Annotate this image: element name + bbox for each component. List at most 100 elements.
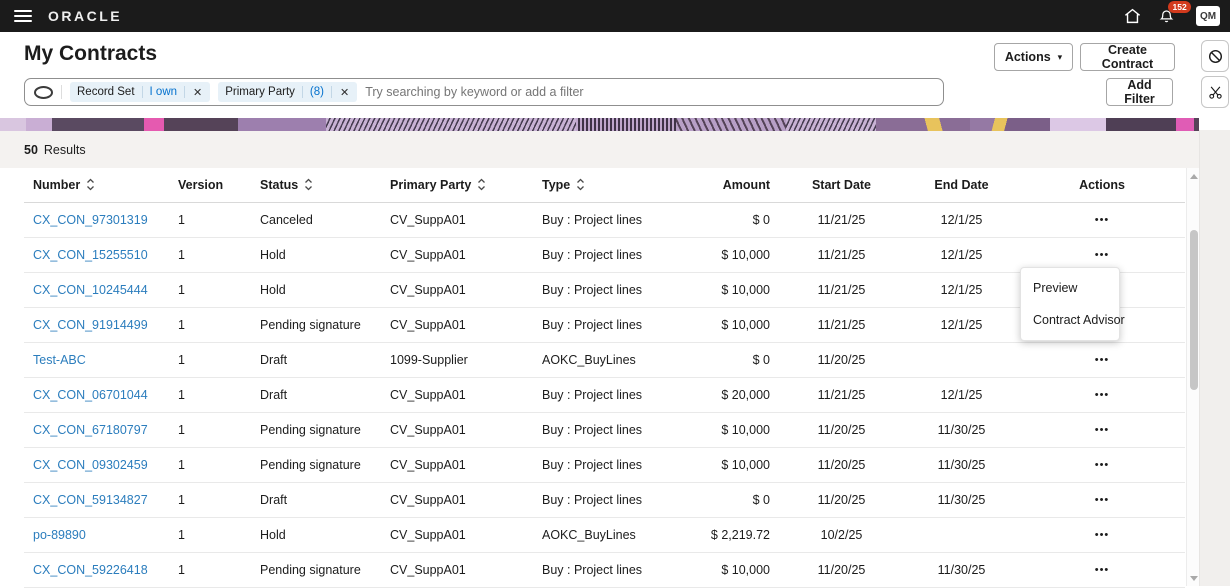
cell-end-date: 11/30/25 xyxy=(937,458,986,472)
menu-item-preview[interactable]: Preview xyxy=(1033,281,1078,295)
cell-start-date: 11/20/25 xyxy=(817,458,866,472)
row-actions-icon[interactable]: ••• xyxy=(1091,247,1114,263)
contract-number-link[interactable]: CX_CON_15255510 xyxy=(33,248,148,262)
column-header-number[interactable]: Number xyxy=(24,168,169,203)
cell-actions: ••• xyxy=(1019,448,1185,483)
column-header-status[interactable]: Status xyxy=(251,168,381,203)
cell-start-date: 11/20/25 xyxy=(817,563,866,577)
contract-number-link[interactable]: CX_CON_59134827 xyxy=(33,493,148,507)
table-row: CX_CON_97301319 1 Canceled CV_SuppA01 Buy : … xyxy=(24,203,1185,238)
divider xyxy=(61,85,62,99)
cell-actions: ••• xyxy=(1019,343,1185,378)
cell-end-date: 11/30/25 xyxy=(937,423,986,437)
cell-version: 1 xyxy=(178,563,185,577)
cell-end-date: 12/1/25 xyxy=(940,248,983,262)
menu-item-contract-advisor[interactable]: Contract Advisor xyxy=(1033,313,1125,327)
home-icon[interactable] xyxy=(1124,8,1141,24)
cell-end-date: 12/1/25 xyxy=(940,213,983,227)
cell-end-date: 12/1/25 xyxy=(940,283,983,297)
add-filter-button[interactable]: Add Filter xyxy=(1106,78,1173,106)
cell-type: Buy : Project lines xyxy=(542,283,643,297)
cell-status: Draft xyxy=(260,353,288,367)
row-actions-icon[interactable]: ••• xyxy=(1091,352,1114,368)
contract-number-link[interactable]: CX_CON_09302459 xyxy=(33,458,148,472)
scroll-up-icon[interactable] xyxy=(1190,174,1198,179)
cell-amount: $ 20,000 xyxy=(721,388,770,402)
remove-filter-icon[interactable]: ✕ xyxy=(193,86,203,99)
cell-amount: $ 10,000 xyxy=(721,423,770,437)
cell-type: AOKC_BuyLines xyxy=(542,353,636,367)
contract-number-link[interactable]: CX_CON_59226418 xyxy=(33,563,148,577)
results-count: 50 xyxy=(24,142,38,157)
results-band: 50 Results xyxy=(0,131,1199,168)
scroll-down-icon[interactable] xyxy=(1190,576,1198,581)
cell-amount: $ 0 xyxy=(752,353,770,367)
contract-number-link[interactable]: Test-ABC xyxy=(33,353,86,367)
contract-number-link[interactable]: CX_CON_97301319 xyxy=(33,213,148,227)
column-header-primary-party[interactable]: Primary Party xyxy=(381,168,533,203)
cell-type: Buy : Project lines xyxy=(542,388,643,402)
notifications-button[interactable]: 152 xyxy=(1159,1,1192,24)
oracle-logo: ORACLE xyxy=(48,8,123,24)
filter-chip-record-set[interactable]: Record Set I own ✕ xyxy=(70,82,211,102)
table-row: CX_CON_67180797 1 Pending signature CV_Supp… xyxy=(24,413,1185,448)
table-scrollbar[interactable] xyxy=(1186,168,1199,586)
row-actions-icon[interactable]: ••• xyxy=(1091,422,1114,438)
chip-label: Primary Party xyxy=(225,86,295,98)
row-actions-icon[interactable]: ••• xyxy=(1091,387,1114,403)
cell-version: 1 xyxy=(178,528,185,542)
contract-number-link[interactable]: CX_CON_06701044 xyxy=(33,388,148,402)
block-icon[interactable] xyxy=(1201,40,1229,72)
cell-primary-party: CV_SuppA01 xyxy=(390,388,466,402)
contract-number-link[interactable]: CX_CON_67180797 xyxy=(33,423,148,437)
cell-end-date: 11/30/25 xyxy=(937,493,986,507)
row-actions-icon[interactable]: ••• xyxy=(1091,457,1114,473)
scissors-icon[interactable] xyxy=(1201,76,1229,108)
filter-toggle-icon[interactable] xyxy=(34,85,53,99)
cell-number: CX_CON_15255510 xyxy=(24,238,169,273)
cell-actions: ••• xyxy=(1019,238,1185,273)
cell-start-date: 11/21/25 xyxy=(817,388,866,402)
cell-status: Pending signature xyxy=(260,423,361,437)
remove-filter-icon[interactable]: ✕ xyxy=(339,86,350,99)
column-header-amount: Amount xyxy=(701,168,779,203)
column-header-type[interactable]: Type xyxy=(533,168,701,203)
cell-number: Test-ABC xyxy=(24,343,169,378)
contract-number-link[interactable]: CX_CON_91914499 xyxy=(33,318,148,332)
sort-icon xyxy=(305,178,313,191)
row-actions-icon[interactable]: ••• xyxy=(1091,492,1114,508)
cell-number: CX_CON_09302459 xyxy=(24,448,169,483)
cell-type: Buy : Project lines xyxy=(542,248,643,262)
cell-primary-party: CV_SuppA01 xyxy=(390,318,466,332)
actions-button[interactable]: Actions ▾ xyxy=(994,43,1073,71)
avatar[interactable]: QM xyxy=(1196,6,1220,26)
cell-number: CX_CON_67180797 xyxy=(24,413,169,448)
search-input[interactable]: Record Set I own ✕ Primary Party (8) ✕ Try se… xyxy=(24,78,944,106)
row-actions-icon[interactable]: ••• xyxy=(1091,527,1114,543)
row-actions-icon[interactable]: ••• xyxy=(1091,562,1114,578)
cell-primary-party: CV_SuppA01 xyxy=(390,213,466,227)
chip-value: I own xyxy=(149,86,178,98)
page-title: My Contracts xyxy=(24,42,158,65)
create-contract-label: Create Contract xyxy=(1101,43,1154,71)
contract-number-link[interactable]: CX_CON_10245444 xyxy=(33,283,148,297)
menu-icon[interactable] xyxy=(14,10,32,22)
cell-end-date: 12/1/25 xyxy=(940,388,983,402)
cell-primary-party: CV_SuppA01 xyxy=(390,458,466,472)
cell-status: Hold xyxy=(260,283,286,297)
contract-number-link[interactable]: po-89890 xyxy=(33,528,86,542)
cell-actions: ••• xyxy=(1019,413,1185,448)
cell-type: Buy : Project lines xyxy=(542,493,643,507)
filter-chip-primary-party[interactable]: Primary Party (8) ✕ xyxy=(218,82,358,102)
cell-primary-party: CV_SuppA01 xyxy=(390,283,466,297)
cell-primary-party: 1099-Supplier xyxy=(390,353,468,367)
row-actions-icon[interactable]: ••• xyxy=(1091,212,1114,228)
cell-version: 1 xyxy=(178,248,185,262)
create-contract-button[interactable]: Create Contract xyxy=(1080,43,1175,71)
row-context-menu: Preview Contract Advisor xyxy=(1020,267,1125,341)
cell-status: Canceled xyxy=(260,213,313,227)
sort-icon xyxy=(87,178,95,191)
scrollbar-thumb[interactable] xyxy=(1189,230,1198,390)
cell-status: Pending signature xyxy=(260,563,361,577)
column-header-version: Version xyxy=(169,168,251,203)
